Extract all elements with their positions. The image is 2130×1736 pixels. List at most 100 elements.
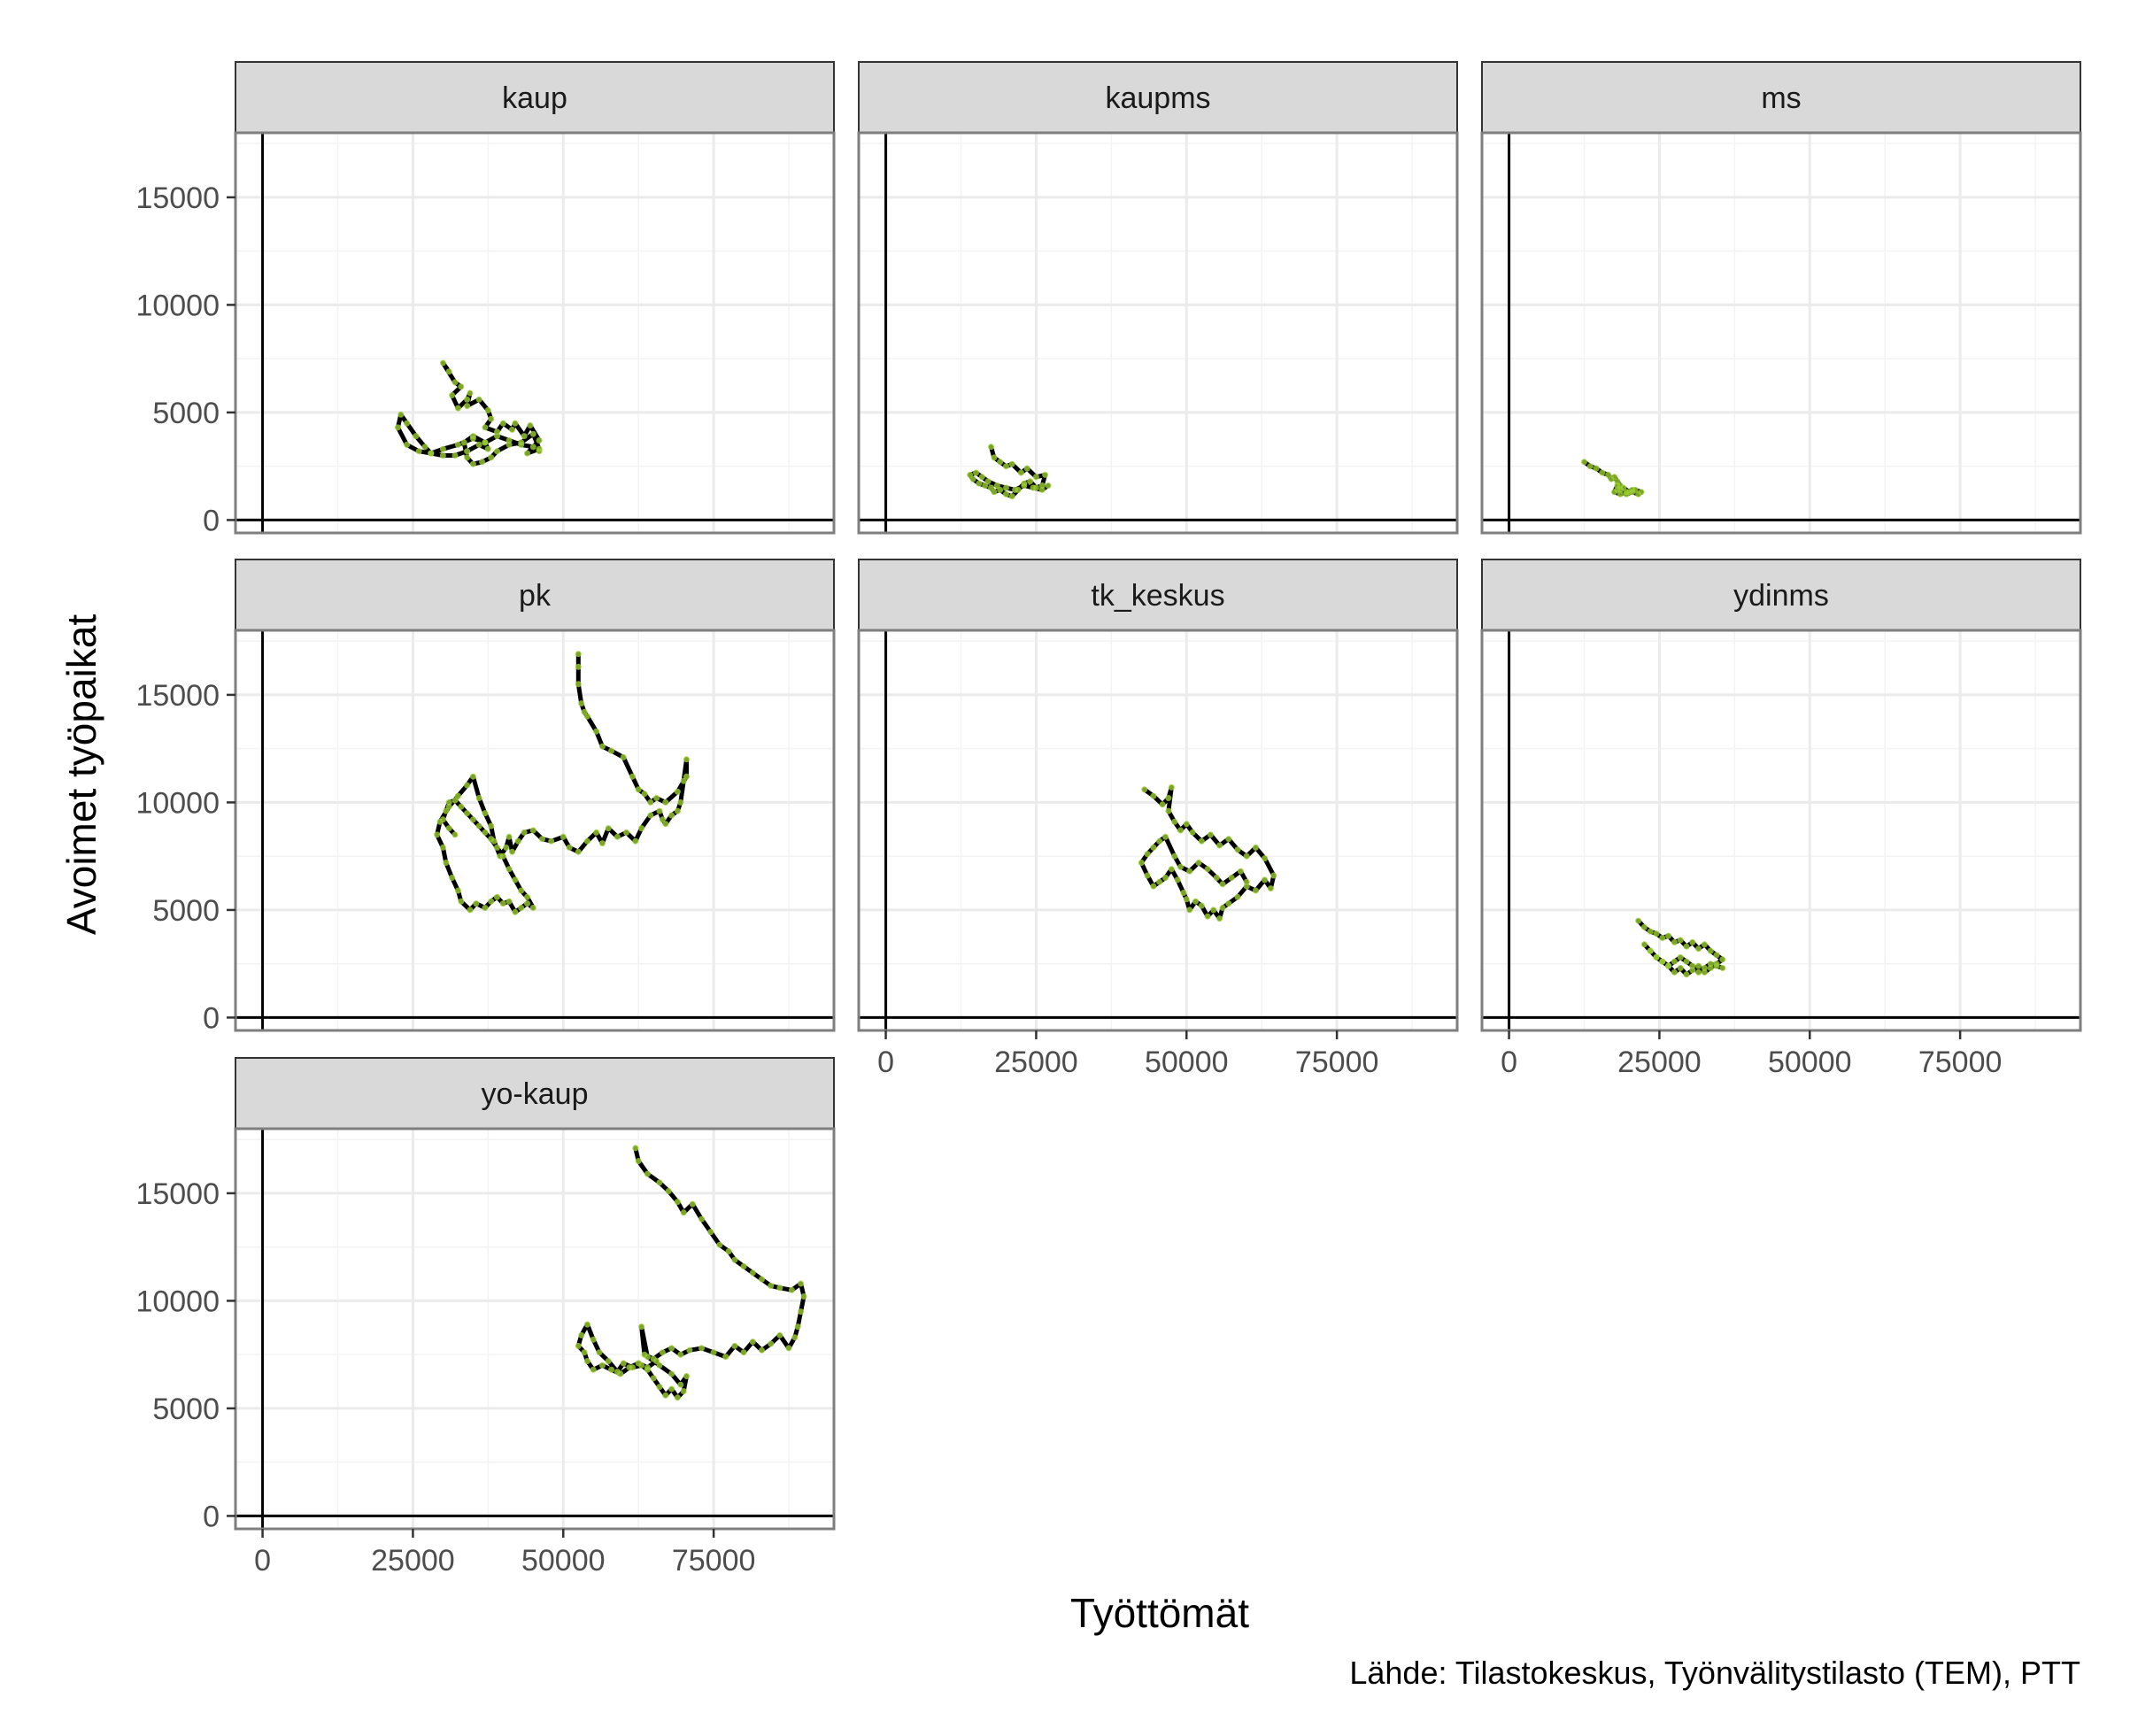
data-point [1210, 907, 1217, 914]
data-point [1168, 866, 1175, 873]
data-point [656, 807, 663, 814]
strip-kaup [235, 61, 835, 134]
x-tick-label: 50000 [1145, 1045, 1229, 1079]
data-point [1262, 855, 1269, 862]
x-tick-label: 0 [1501, 1045, 1517, 1079]
data-point [973, 469, 979, 476]
data-point [776, 1285, 783, 1292]
data-point [512, 420, 519, 427]
data-point [464, 448, 471, 455]
data-point [1219, 905, 1226, 911]
data-point [1225, 836, 1232, 843]
data-point [469, 460, 476, 467]
data-point [632, 1145, 639, 1152]
data-point [1038, 482, 1046, 489]
y-tick-label: 5000 [152, 397, 220, 430]
data-point [638, 825, 645, 832]
data-point [413, 433, 420, 440]
data-point [499, 900, 506, 907]
data-point [984, 478, 992, 485]
data-point [993, 482, 1000, 489]
data-point [626, 1364, 633, 1371]
data-point [1138, 860, 1145, 866]
y-tick-label: 0 [203, 1001, 220, 1035]
data-point [710, 1349, 717, 1356]
data-point [1189, 829, 1196, 836]
strip-label-ydinms: ydinms [1733, 579, 1829, 613]
panel-border-tk_keskus [857, 629, 1459, 1032]
data-point [1719, 956, 1726, 963]
data-point [1150, 844, 1157, 851]
x-tick-label: 50000 [521, 1544, 606, 1578]
data-point [529, 905, 536, 911]
data-point [443, 860, 450, 866]
data-point [590, 1366, 597, 1373]
data-point [482, 829, 489, 836]
y-axis-title: Avoimet työpaikat [58, 614, 104, 935]
data-point [1262, 876, 1269, 883]
data-point [716, 1241, 723, 1248]
data-point [1038, 486, 1046, 493]
data-point [469, 816, 476, 823]
data-point [1003, 490, 1009, 498]
data-point [494, 844, 500, 851]
data-point [454, 792, 461, 799]
x-tick-label: 25000 [1617, 1045, 1702, 1079]
panel-bg-yo-kaup [235, 1129, 834, 1529]
data-point [1252, 844, 1259, 851]
data-point [759, 1276, 765, 1283]
data-point [560, 833, 567, 840]
panel-yo-kaup: yo-kaup 0 5000 10000 15000 0 25000 50000 75000 [135, 1057, 836, 1578]
data-point [1183, 821, 1190, 828]
data-point [1177, 827, 1184, 834]
data-point [635, 1360, 642, 1367]
data-point [1156, 837, 1163, 845]
data-point [749, 1269, 756, 1277]
data-point [469, 435, 476, 442]
data-point [656, 1384, 663, 1391]
data-point [1599, 469, 1606, 476]
data-point [1234, 846, 1241, 853]
data-point [749, 1339, 756, 1346]
data-point [488, 898, 495, 905]
data-point [482, 439, 489, 446]
panel-bg-ydinms [1482, 630, 2080, 1030]
data-point [1581, 459, 1587, 466]
data-point [454, 405, 461, 412]
data-point [488, 454, 495, 461]
data-point [1689, 962, 1696, 969]
data-point [583, 713, 590, 720]
data-point [458, 898, 465, 905]
data-point [1623, 489, 1630, 496]
data-point [421, 444, 428, 451]
data-point [698, 1215, 705, 1223]
data-point [512, 876, 519, 883]
data-point [1719, 965, 1726, 971]
panel-ydinms: ydinms 0 25000 50000 75000 [1480, 559, 2082, 1079]
data-point [683, 773, 690, 780]
data-point [1171, 818, 1178, 825]
data-point [617, 1370, 624, 1377]
data-point [494, 448, 500, 455]
data-point [505, 441, 513, 448]
data-point [1267, 885, 1274, 892]
data-point [449, 875, 456, 881]
data-point [605, 825, 612, 832]
data-point [1171, 853, 1178, 860]
data-point [583, 837, 590, 845]
panel-ms: ms [1480, 61, 2082, 535]
data-point [443, 807, 450, 814]
data-point [524, 900, 530, 907]
data-point [590, 1336, 597, 1343]
data-point [1683, 971, 1690, 978]
data-point [1695, 962, 1702, 969]
data-point [689, 1200, 696, 1207]
data-point [635, 786, 642, 793]
x-tick-label: 25000 [371, 1544, 455, 1578]
data-point [683, 1373, 690, 1379]
data-point [1204, 866, 1211, 873]
data-point [494, 428, 500, 436]
data-point [394, 424, 401, 431]
data-point [494, 433, 500, 440]
